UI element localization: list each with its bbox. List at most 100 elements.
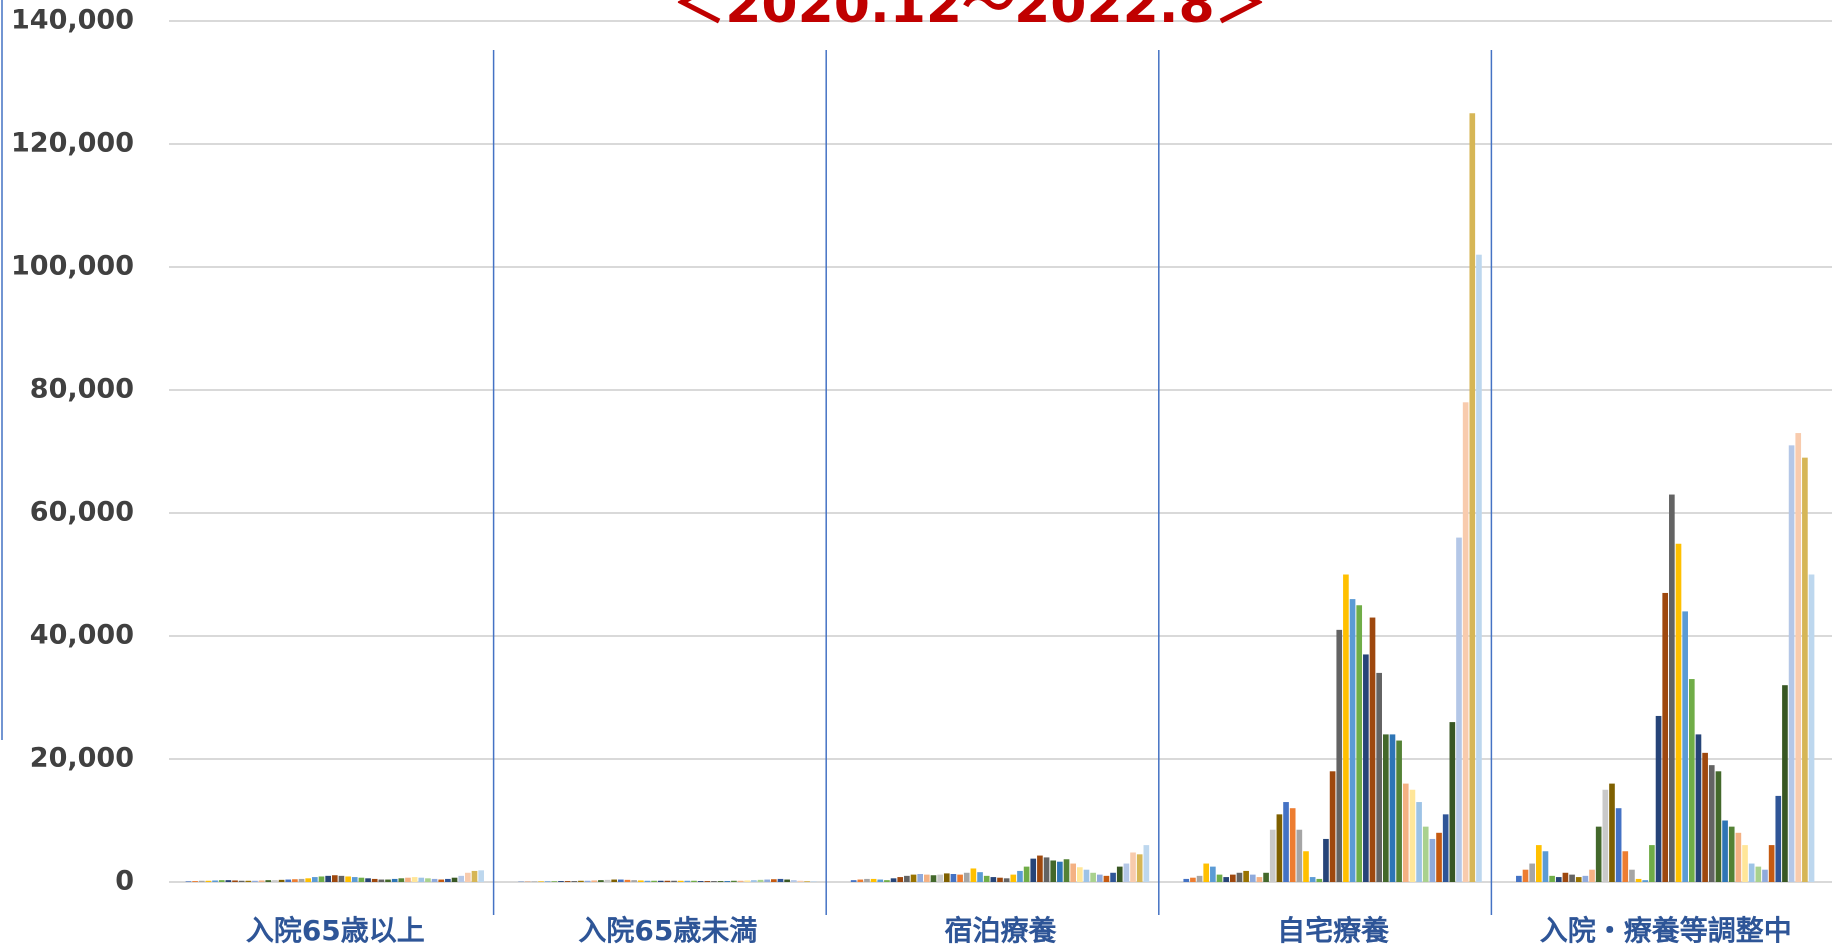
bar [983, 875, 990, 882]
bar [325, 875, 331, 882]
y-tick-label: 20,000 [30, 743, 134, 774]
bar [1629, 869, 1635, 882]
bar [1003, 878, 1010, 882]
bar [1349, 599, 1356, 882]
bar [391, 878, 398, 882]
bar [358, 877, 365, 882]
bar [558, 881, 564, 882]
bar [677, 880, 684, 882]
bar [711, 881, 717, 882]
bar [864, 878, 870, 882]
bar [724, 881, 731, 882]
bar [1316, 878, 1323, 882]
bar [205, 880, 212, 882]
bar [238, 880, 245, 882]
bar [1682, 611, 1688, 882]
bar [1788, 445, 1795, 882]
bar [198, 880, 205, 882]
bar [1110, 872, 1116, 882]
bar [292, 879, 298, 882]
bar [1096, 874, 1103, 882]
bar [285, 879, 292, 882]
bar [298, 878, 305, 882]
bar [564, 881, 571, 882]
bar [584, 880, 591, 882]
bar [371, 878, 378, 882]
bar [272, 880, 278, 882]
bar [1449, 722, 1456, 882]
bar [1755, 866, 1762, 882]
bar [884, 880, 890, 882]
bar [1808, 574, 1815, 882]
x-tick-label: 入院65歳未満 [578, 914, 757, 947]
bar [318, 876, 325, 882]
bar [1030, 858, 1037, 882]
bar [1223, 877, 1229, 882]
bar [1582, 875, 1589, 882]
bar [657, 880, 664, 882]
bar [1229, 874, 1236, 882]
bar [970, 868, 977, 882]
bar [1103, 875, 1110, 882]
bar [365, 878, 371, 882]
bar [1130, 852, 1136, 882]
bar [1422, 826, 1429, 882]
bar [571, 881, 578, 882]
bar [1143, 845, 1150, 882]
bar [1329, 771, 1336, 882]
bar [1722, 820, 1728, 882]
bar [890, 878, 897, 882]
bar [1735, 832, 1742, 882]
y-tick-label: 140,000 [11, 5, 134, 36]
bar [1615, 808, 1622, 882]
bar [1609, 783, 1615, 882]
bar [445, 878, 451, 882]
bar [857, 879, 864, 882]
bar [598, 880, 604, 882]
bar [1675, 543, 1682, 882]
bar [1283, 802, 1289, 882]
bar [1655, 715, 1662, 882]
y-tick-label: 120,000 [11, 128, 134, 159]
bar [810, 881, 817, 882]
bar [1050, 860, 1057, 882]
bar [1569, 874, 1575, 882]
bar [664, 880, 671, 882]
bar [1369, 617, 1376, 882]
bar [1023, 866, 1030, 882]
bar [225, 880, 232, 882]
y-tick-label: 80,000 [30, 374, 134, 405]
bar [744, 880, 751, 882]
bar [591, 880, 598, 882]
bar [1043, 857, 1050, 882]
bar [731, 880, 737, 882]
bar [458, 875, 465, 882]
chart-title: ＜2020.12～2022.8＞ [673, 0, 1267, 35]
bar [1669, 494, 1675, 882]
bar [631, 880, 637, 882]
bar [1382, 734, 1389, 882]
bar [943, 873, 950, 882]
bar [790, 880, 797, 882]
bar [1323, 838, 1329, 882]
bar [1276, 814, 1283, 882]
bar [1595, 826, 1602, 882]
bar [1768, 845, 1775, 882]
bar [1136, 854, 1143, 882]
bar [212, 880, 218, 882]
bar [544, 881, 551, 882]
bar [751, 880, 757, 882]
bar [1363, 654, 1369, 882]
bar [312, 877, 318, 882]
bar [465, 872, 471, 882]
bar [1216, 874, 1223, 882]
bar [578, 880, 584, 882]
bar [538, 881, 544, 882]
bar [1695, 734, 1702, 882]
bar [624, 879, 631, 882]
bar [1688, 679, 1695, 882]
bar [1083, 869, 1090, 882]
bar [910, 874, 917, 882]
bar [411, 877, 418, 882]
bar [1762, 869, 1768, 882]
